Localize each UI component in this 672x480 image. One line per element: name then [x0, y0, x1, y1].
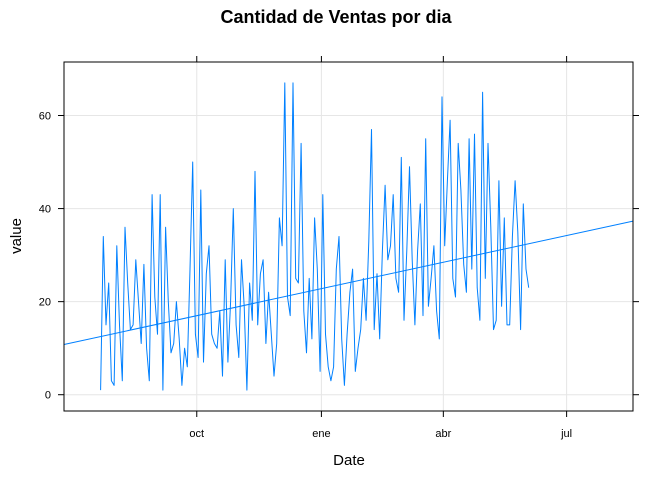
x-tick-label: ene [312, 428, 330, 440]
y-tick-label: 0 [45, 390, 51, 402]
chart-title: Cantidad de Ventas por dia [220, 7, 452, 27]
x-axis-title: Date [333, 452, 365, 469]
axis-ticks: 0 20 40 60 oct ene abr jul [39, 56, 639, 440]
y-tick-label: 40 [39, 204, 51, 216]
series-group [100, 82, 530, 391]
gridlines [64, 62, 633, 411]
y-axis-title: value [8, 218, 25, 254]
series-line [100, 82, 530, 391]
y-tick-label: 60 [39, 111, 51, 123]
trend-line-group [63, 220, 634, 345]
x-tick-label: abr [435, 428, 451, 440]
trend-line [63, 220, 634, 345]
x-tick-label: jul [560, 428, 572, 440]
x-tick-label: oct [189, 428, 204, 440]
plot-frame [63, 61, 634, 412]
y-tick-label: 20 [39, 297, 51, 309]
